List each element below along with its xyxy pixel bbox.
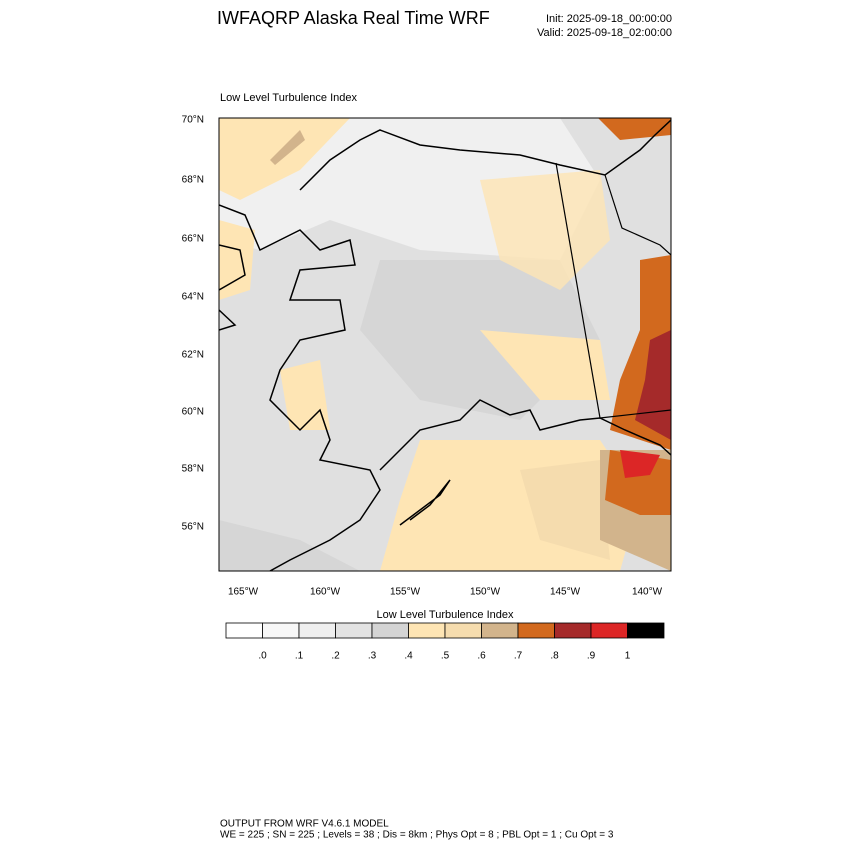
colorbar-box — [444, 622, 482, 639]
colorbar-label: .9 — [587, 651, 596, 662]
colorbar-box — [627, 622, 665, 639]
colorbar-box — [225, 622, 263, 639]
colorbar-label: .8 — [550, 651, 559, 662]
lon-label: 165°W — [228, 587, 259, 598]
lon-label: 155°W — [390, 587, 421, 598]
lat-label: 70°N — [182, 115, 204, 126]
colorbar-label: .4 — [404, 651, 413, 662]
lon-label: 160°W — [310, 587, 341, 598]
map-frame — [218, 117, 672, 572]
footer-line: WE = 225 ; SN = 225 ; Levels = 38 ; Dis … — [220, 830, 614, 841]
lat-labels: 70°N 68°N 66°N 64°N 62°N 60°N 58°N 56°N — [182, 115, 204, 533]
borders — [555, 162, 672, 419]
colorbar-box — [481, 622, 519, 639]
lat-label: 68°N — [182, 175, 204, 186]
colorbar-box — [371, 622, 409, 639]
colorbar-label: .0 — [258, 651, 267, 662]
colorbar-box — [408, 622, 446, 639]
colorbar-title: Low Level Turbulence Index — [377, 609, 514, 621]
colorbar-label: .7 — [514, 651, 523, 662]
colorbar-box — [298, 622, 336, 639]
colorbar: .0 .1 .2 .3 .4 .5 .6 .7 .8 .9 1 — [225, 622, 665, 662]
map-subtitle: Low Level Turbulence Index — [220, 92, 357, 104]
colorbar-label: .3 — [368, 651, 377, 662]
colorbar-box — [590, 622, 628, 639]
lat-label: 58°N — [182, 464, 204, 475]
lon-label: 150°W — [470, 587, 501, 598]
colorbar-label: .2 — [331, 651, 340, 662]
lat-label: 56°N — [182, 522, 204, 533]
colorbar-label: 1 — [625, 651, 631, 662]
colorbar-label: .1 — [295, 651, 304, 662]
title: IWFAQRP Alaska Real Time WRF — [217, 8, 490, 28]
lat-label: 60°N — [182, 407, 204, 418]
lon-label: 140°W — [632, 587, 663, 598]
lon-labels: 165°W 160°W 155°W 150°W 145°W 140°W — [228, 587, 663, 598]
valid-time: Valid: 2025-09-18_02:00:00 — [537, 27, 672, 39]
lon-label: 145°W — [550, 587, 581, 598]
lat-label: 64°N — [182, 292, 204, 303]
colorbar-box — [554, 622, 592, 639]
colorbar-box — [262, 622, 300, 639]
lat-label: 62°N — [182, 350, 204, 361]
lat-label: 66°N — [182, 234, 204, 245]
colorbar-box — [335, 622, 373, 639]
footer-line: OUTPUT FROM WRF V4.6.1 MODEL — [220, 819, 389, 830]
coastlines — [219, 119, 671, 571]
colorbar-label: .5 — [441, 651, 450, 662]
colorbar-box — [517, 622, 555, 639]
init-time: Init: 2025-09-18_00:00:00 — [546, 13, 672, 25]
colorbar-label: .6 — [477, 651, 486, 662]
map-field — [219, 118, 671, 571]
